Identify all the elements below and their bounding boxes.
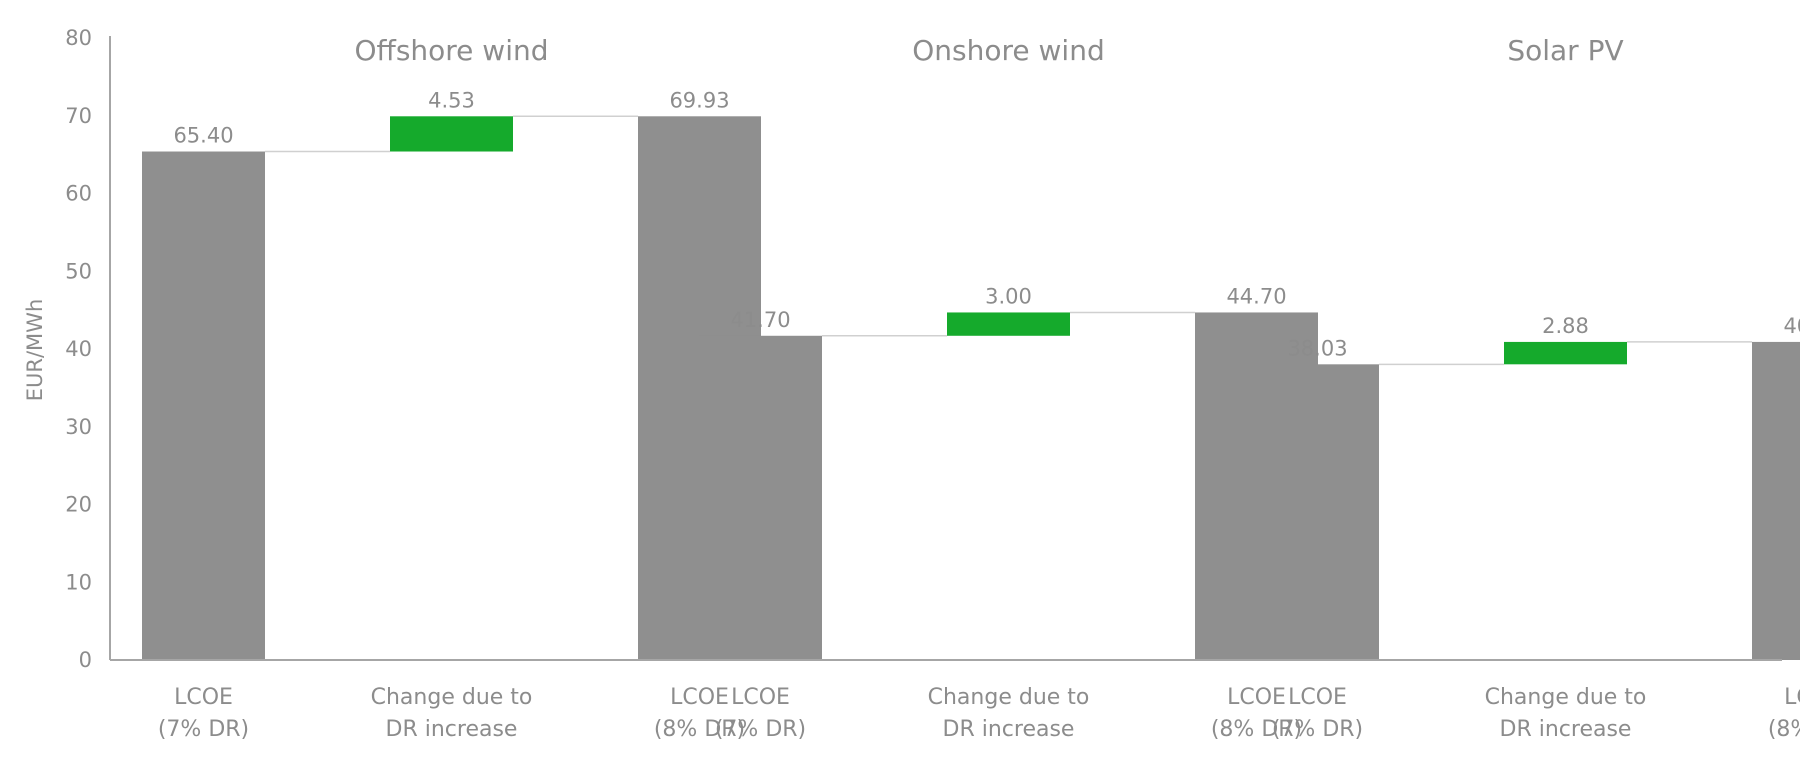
category-label: DR increase — [1500, 717, 1632, 742]
y-tick-label: 70 — [65, 104, 92, 128]
data-label: 65.40 — [173, 124, 233, 148]
y-tick-label: 40 — [65, 337, 92, 361]
category-label: (7% DR) — [158, 717, 249, 742]
data-label: 4.53 — [428, 88, 475, 112]
total-bar — [1752, 341, 1800, 660]
data-label: 69.93 — [669, 88, 729, 112]
connector-lines — [265, 115, 1752, 366]
y-tick-label: 0 — [79, 648, 92, 672]
group-title: Offshore wind — [354, 34, 548, 67]
category-label: LCOE — [731, 685, 790, 710]
category-label: Change due to — [928, 685, 1090, 710]
category-label: (8% DR) — [654, 717, 745, 742]
y-tick-label: 30 — [65, 415, 92, 439]
category-label: (8% DR) — [1211, 717, 1302, 742]
y-tick-label: 50 — [65, 259, 92, 283]
category-label: (7% DR) — [715, 717, 806, 742]
data-label: 3.00 — [985, 284, 1032, 308]
group-title: Onshore wind — [912, 34, 1104, 67]
category-label: LCOE — [1288, 685, 1347, 710]
group-title: Solar PV — [1507, 34, 1623, 67]
y-tick-label: 20 — [65, 493, 92, 517]
y-tick-label: 80 — [65, 26, 92, 50]
data-label: 41.70 — [730, 308, 790, 332]
data-label: 2.88 — [1542, 314, 1589, 338]
category-label: DR increase — [386, 717, 518, 742]
category-label: LCOE — [670, 685, 729, 710]
labels: 0 10 20 30 40 50 60 70 80 EUR/MWh Offshore wind 65.… — [23, 26, 1800, 742]
total-bar — [142, 151, 265, 660]
data-label: 40.91 — [1783, 314, 1800, 338]
bars — [142, 116, 1800, 660]
axes — [109, 36, 1782, 661]
category-label: LCOE — [174, 685, 233, 710]
y-tick-label: 60 — [65, 182, 92, 206]
increase-bar — [947, 312, 1070, 336]
category-label: DR increase — [943, 717, 1075, 742]
data-label: 38.03 — [1287, 336, 1347, 360]
data-label: 44.70 — [1226, 284, 1286, 308]
category-label: LCOE — [1227, 685, 1286, 710]
y-axis-title: EUR/MWh — [23, 299, 47, 402]
total-bar — [699, 335, 822, 660]
category-label: Change due to — [1485, 685, 1647, 710]
increase-bar — [390, 116, 513, 152]
y-tick-label: 10 — [65, 570, 92, 594]
increase-bar — [1504, 341, 1627, 365]
category-label: (8% DR) — [1768, 717, 1800, 742]
category-label: (7% DR) — [1272, 717, 1363, 742]
category-label: LCOE — [1784, 685, 1800, 710]
category-label: Change due to — [371, 685, 533, 710]
total-bar — [1256, 364, 1379, 660]
